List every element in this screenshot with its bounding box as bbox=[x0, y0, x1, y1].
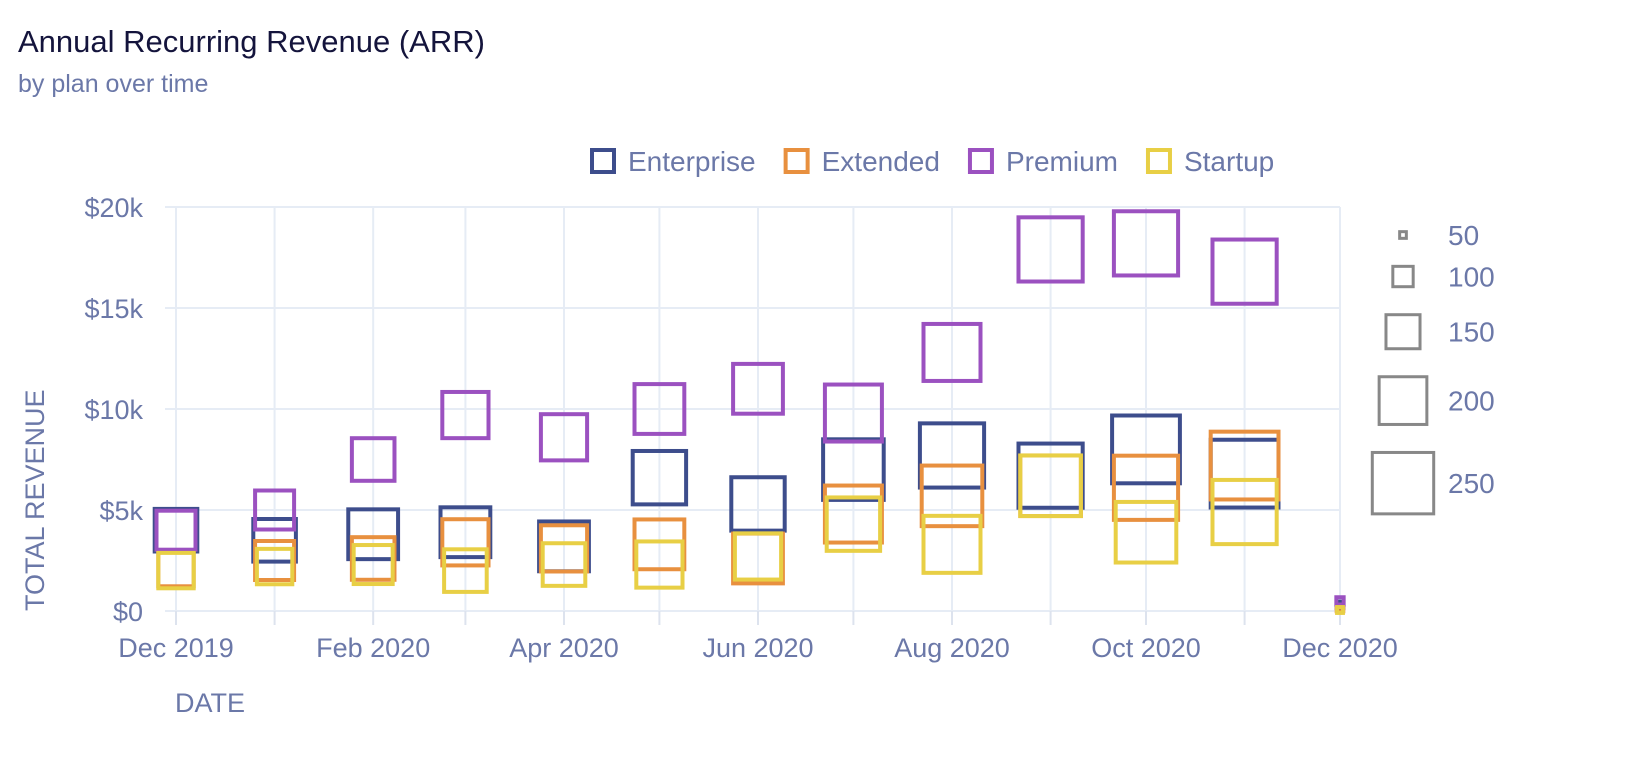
x-tick-label: Feb 2020 bbox=[316, 633, 430, 663]
chart-title: Annual Recurring Revenue (ARR) bbox=[18, 24, 485, 59]
data-point-extended bbox=[1208, 429, 1281, 502]
legend-label-premium: Premium bbox=[1006, 146, 1118, 177]
data-point-startup bbox=[1210, 477, 1279, 547]
chart-subtitle: by plan over time bbox=[18, 70, 209, 98]
x-tick-label: Apr 2020 bbox=[509, 633, 619, 663]
data-point-startup bbox=[156, 550, 196, 591]
data-point-enterprise bbox=[1110, 413, 1182, 486]
data-point-enterprise bbox=[821, 437, 886, 502]
data-point-premium bbox=[349, 436, 397, 483]
data-point-premium bbox=[154, 508, 198, 552]
x-axis-title: DATE bbox=[175, 688, 245, 718]
data-point-enterprise bbox=[917, 421, 987, 490]
legend-swatch-extended bbox=[783, 148, 810, 174]
data-point-startup bbox=[254, 546, 295, 587]
data-point-extended bbox=[1111, 453, 1181, 522]
data-point-startup bbox=[540, 541, 588, 588]
y-axis-title: TOTAL REVENUE bbox=[20, 389, 50, 611]
data-point-startup bbox=[634, 539, 685, 590]
data-point-premium bbox=[1111, 209, 1181, 278]
data-point-startup bbox=[824, 495, 883, 553]
size-legend-marker bbox=[1384, 313, 1422, 351]
y-tick-label: $5k bbox=[99, 496, 143, 526]
y-tick-label: $20k bbox=[84, 193, 143, 223]
size-legend-label: 100 bbox=[1448, 262, 1495, 293]
legend-swatch-startup bbox=[1145, 148, 1172, 174]
legend-swatch-premium bbox=[967, 148, 994, 174]
size-legend-label: 150 bbox=[1448, 317, 1495, 348]
x-tick-label: Dec 2019 bbox=[118, 633, 234, 663]
legend-swatch-enterprise bbox=[590, 148, 616, 174]
legend-label-enterprise: Enterprise bbox=[628, 146, 756, 177]
data-point-premium bbox=[538, 412, 590, 463]
size-legend-label: 250 bbox=[1448, 468, 1495, 499]
data-point-startup bbox=[1335, 605, 1345, 615]
data-point-premium bbox=[822, 382, 884, 444]
size-legend-label: 200 bbox=[1448, 386, 1495, 417]
data-point-startup bbox=[442, 547, 489, 594]
data-point-premium bbox=[921, 321, 983, 383]
data-point-startup bbox=[732, 531, 784, 582]
data-point-enterprise bbox=[729, 475, 787, 533]
data-point-premium bbox=[632, 382, 687, 436]
size-legend-marker bbox=[1398, 230, 1408, 240]
data-point-enterprise bbox=[630, 448, 689, 507]
y-tick-label: $10k bbox=[84, 395, 143, 425]
x-tick-label: Jun 2020 bbox=[702, 633, 813, 663]
data-point-premium bbox=[1334, 595, 1346, 607]
data-point-startup bbox=[921, 513, 983, 575]
data-point-enterprise bbox=[346, 507, 401, 562]
size-legend-marker bbox=[1391, 264, 1415, 289]
y-tick-label: $0 bbox=[113, 597, 143, 627]
data-point-startup bbox=[351, 543, 395, 587]
x-tick-label: Oct 2020 bbox=[1091, 633, 1201, 663]
data-point-startup bbox=[1018, 453, 1083, 519]
data-point-premium bbox=[440, 389, 491, 441]
size-legend-label: 50 bbox=[1448, 220, 1479, 251]
x-tick-label: Dec 2020 bbox=[1282, 633, 1398, 663]
data-point-extended bbox=[440, 517, 491, 568]
y-tick-label: $15k bbox=[84, 294, 143, 324]
legend-label-extended: Extended bbox=[822, 146, 940, 177]
size-legend-marker bbox=[1377, 375, 1429, 426]
x-tick-label: Aug 2020 bbox=[894, 633, 1010, 663]
data-point-premium bbox=[1016, 215, 1085, 284]
size-legend-marker bbox=[1370, 450, 1436, 516]
data-point-premium bbox=[1210, 237, 1279, 306]
data-point-extended bbox=[919, 463, 985, 529]
data-point-premium bbox=[253, 488, 297, 532]
data-point-premium bbox=[731, 361, 785, 416]
data-point-startup bbox=[1113, 499, 1179, 565]
legend-label-startup: Startup bbox=[1184, 146, 1274, 177]
